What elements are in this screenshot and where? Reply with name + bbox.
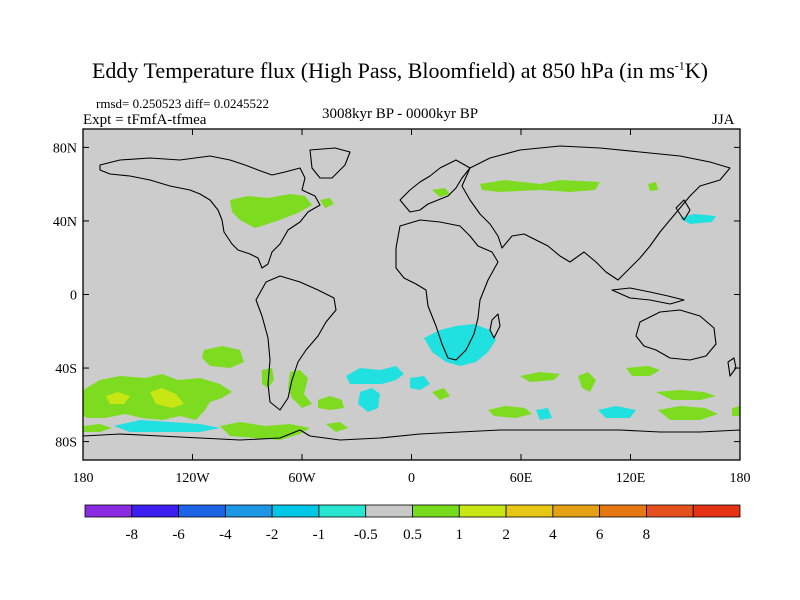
- coastline-europe: [399, 159, 471, 213]
- colorbar-label: 0.5: [403, 527, 422, 543]
- colorbar-swatch: [318, 504, 367, 518]
- lon-tick-label: 180: [730, 471, 751, 486]
- coastline-madagascar: [489, 313, 501, 339]
- patch-mediterranean-positive: [432, 188, 450, 197]
- patch-japan-negative: [680, 214, 716, 224]
- coastline-indonesia: [611, 287, 685, 305]
- lat-tick-label: 40S: [55, 362, 77, 377]
- colorbar-label: 4: [549, 527, 557, 543]
- coastline-greenland: [309, 147, 351, 179]
- map-title: Eddy Temperature flux (High Pass, Bloomf…: [0, 58, 800, 84]
- colorbar-label: -4: [219, 527, 232, 543]
- lon-tick-label: 60W: [288, 471, 316, 486]
- patch-pacific-negative: [114, 420, 220, 432]
- coastline-japan: [675, 199, 691, 221]
- patch-indian-negative-1: [536, 408, 552, 420]
- patch-asia-positive-small: [648, 182, 658, 191]
- coastline-north-america: [99, 155, 321, 269]
- colorbar-swatch: [131, 504, 179, 518]
- patch-indian-positive-4: [578, 372, 596, 392]
- colorbar-label: 8: [643, 527, 651, 543]
- patch-indian-negative-2: [598, 406, 636, 418]
- patch-southern-ocean-positive-3: [658, 406, 718, 420]
- patch-east-edge-positive: [732, 406, 740, 416]
- patch-south-atlantic-negative-2: [358, 388, 380, 412]
- colorbar-swatch: [365, 504, 413, 518]
- lat-tick-label: 40N: [53, 215, 77, 230]
- colorbar-swatch: [178, 504, 226, 518]
- lat-tick-label: 0: [70, 289, 77, 304]
- colorbar-label: 6: [596, 527, 604, 543]
- coastline-south-america: [255, 275, 337, 411]
- patch-tasman-positive: [656, 390, 716, 400]
- lon-tick-label: 120W: [175, 471, 210, 486]
- colorbar-label: -6: [172, 527, 185, 543]
- colorbar-swatch: [599, 504, 647, 518]
- patch-south-atlantic-positive: [318, 396, 344, 410]
- patch-south-atlantic-negative-1: [346, 366, 404, 384]
- colorbar-swatch: [84, 504, 133, 518]
- coastline-antarctica: [83, 429, 740, 441]
- title-main: Eddy Temperature flux (High Pass, Bloomf…: [91, 58, 675, 83]
- coastline-australia: [635, 309, 717, 361]
- lon-tick-label: 180: [73, 471, 94, 486]
- negative-anomaly-patches: [114, 214, 716, 432]
- patch-south-pacific-positive: [202, 346, 244, 368]
- title-superscript: -1: [674, 58, 685, 73]
- lat-tick-label: 80S: [55, 436, 77, 451]
- colorbar-label: -8: [126, 527, 139, 543]
- patch-patagonia-positive: [288, 370, 312, 408]
- patch-south-australia-positive: [626, 366, 660, 376]
- patch-south-atlantic-negative-3: [410, 376, 430, 390]
- experiment-label: Expt = tFmfA-tfmea: [83, 112, 207, 128]
- patch-pacific-positive-strip: [83, 424, 112, 432]
- patch-north-america-positive: [230, 194, 312, 228]
- patch-indian-positive-1: [432, 388, 450, 400]
- patch-pacific-yellow-2: [150, 388, 184, 408]
- lat-tick-label: 80N: [53, 141, 77, 156]
- colorbar-label: 2: [502, 527, 510, 543]
- colorbar-label: -2: [266, 527, 279, 543]
- colorbar-swatch: [412, 504, 460, 518]
- colorbar-swatch: [646, 504, 694, 518]
- colorbar-swatch: [505, 504, 554, 518]
- colorbar-swatch: [692, 504, 741, 518]
- colorbar-swatch: [224, 504, 273, 518]
- patch-south-africa-negative: [424, 324, 496, 366]
- colorbar-label: -1: [313, 527, 326, 543]
- patch-atlantic-positive: [320, 198, 334, 208]
- colorbar-label: -0.5: [354, 527, 378, 543]
- latitude-axis: 80N 40N 0 40S 80S: [53, 141, 740, 451]
- patch-indian-positive-3: [520, 372, 560, 382]
- colorbar: -8 -6 -4 -2 -1 -0.5 0.5 1 2 4 6 8: [84, 504, 741, 543]
- coastlines: [83, 145, 740, 441]
- patch-central-asia-positive: [480, 180, 600, 192]
- longitude-axis: 180 120W 60W 0 60E 120E 180: [73, 129, 751, 486]
- patch-southern-ocean-positive-2: [326, 422, 348, 432]
- coastline-africa: [395, 219, 499, 361]
- patch-pacific-yellow-1: [106, 392, 130, 404]
- season-label: JJA: [712, 112, 735, 128]
- colorbar-swatch: [271, 504, 320, 518]
- title-end: K): [684, 58, 708, 83]
- lon-tick-label: 120E: [616, 471, 646, 486]
- coastline-asia: [461, 145, 731, 281]
- lon-tick-label: 0: [408, 471, 415, 486]
- lon-tick-label: 60E: [510, 471, 533, 486]
- colorbar-swatch: [552, 504, 601, 518]
- colorbar-swatch: [458, 504, 507, 518]
- rmsd-diff-stats: rmsd= 0.250523 diff= 0.0245522: [96, 96, 269, 111]
- colorbar-label: 1: [456, 527, 464, 543]
- patch-indian-positive-2: [488, 406, 532, 418]
- time-period-label: 3008kyr BP - 0000kyr BP: [322, 106, 479, 122]
